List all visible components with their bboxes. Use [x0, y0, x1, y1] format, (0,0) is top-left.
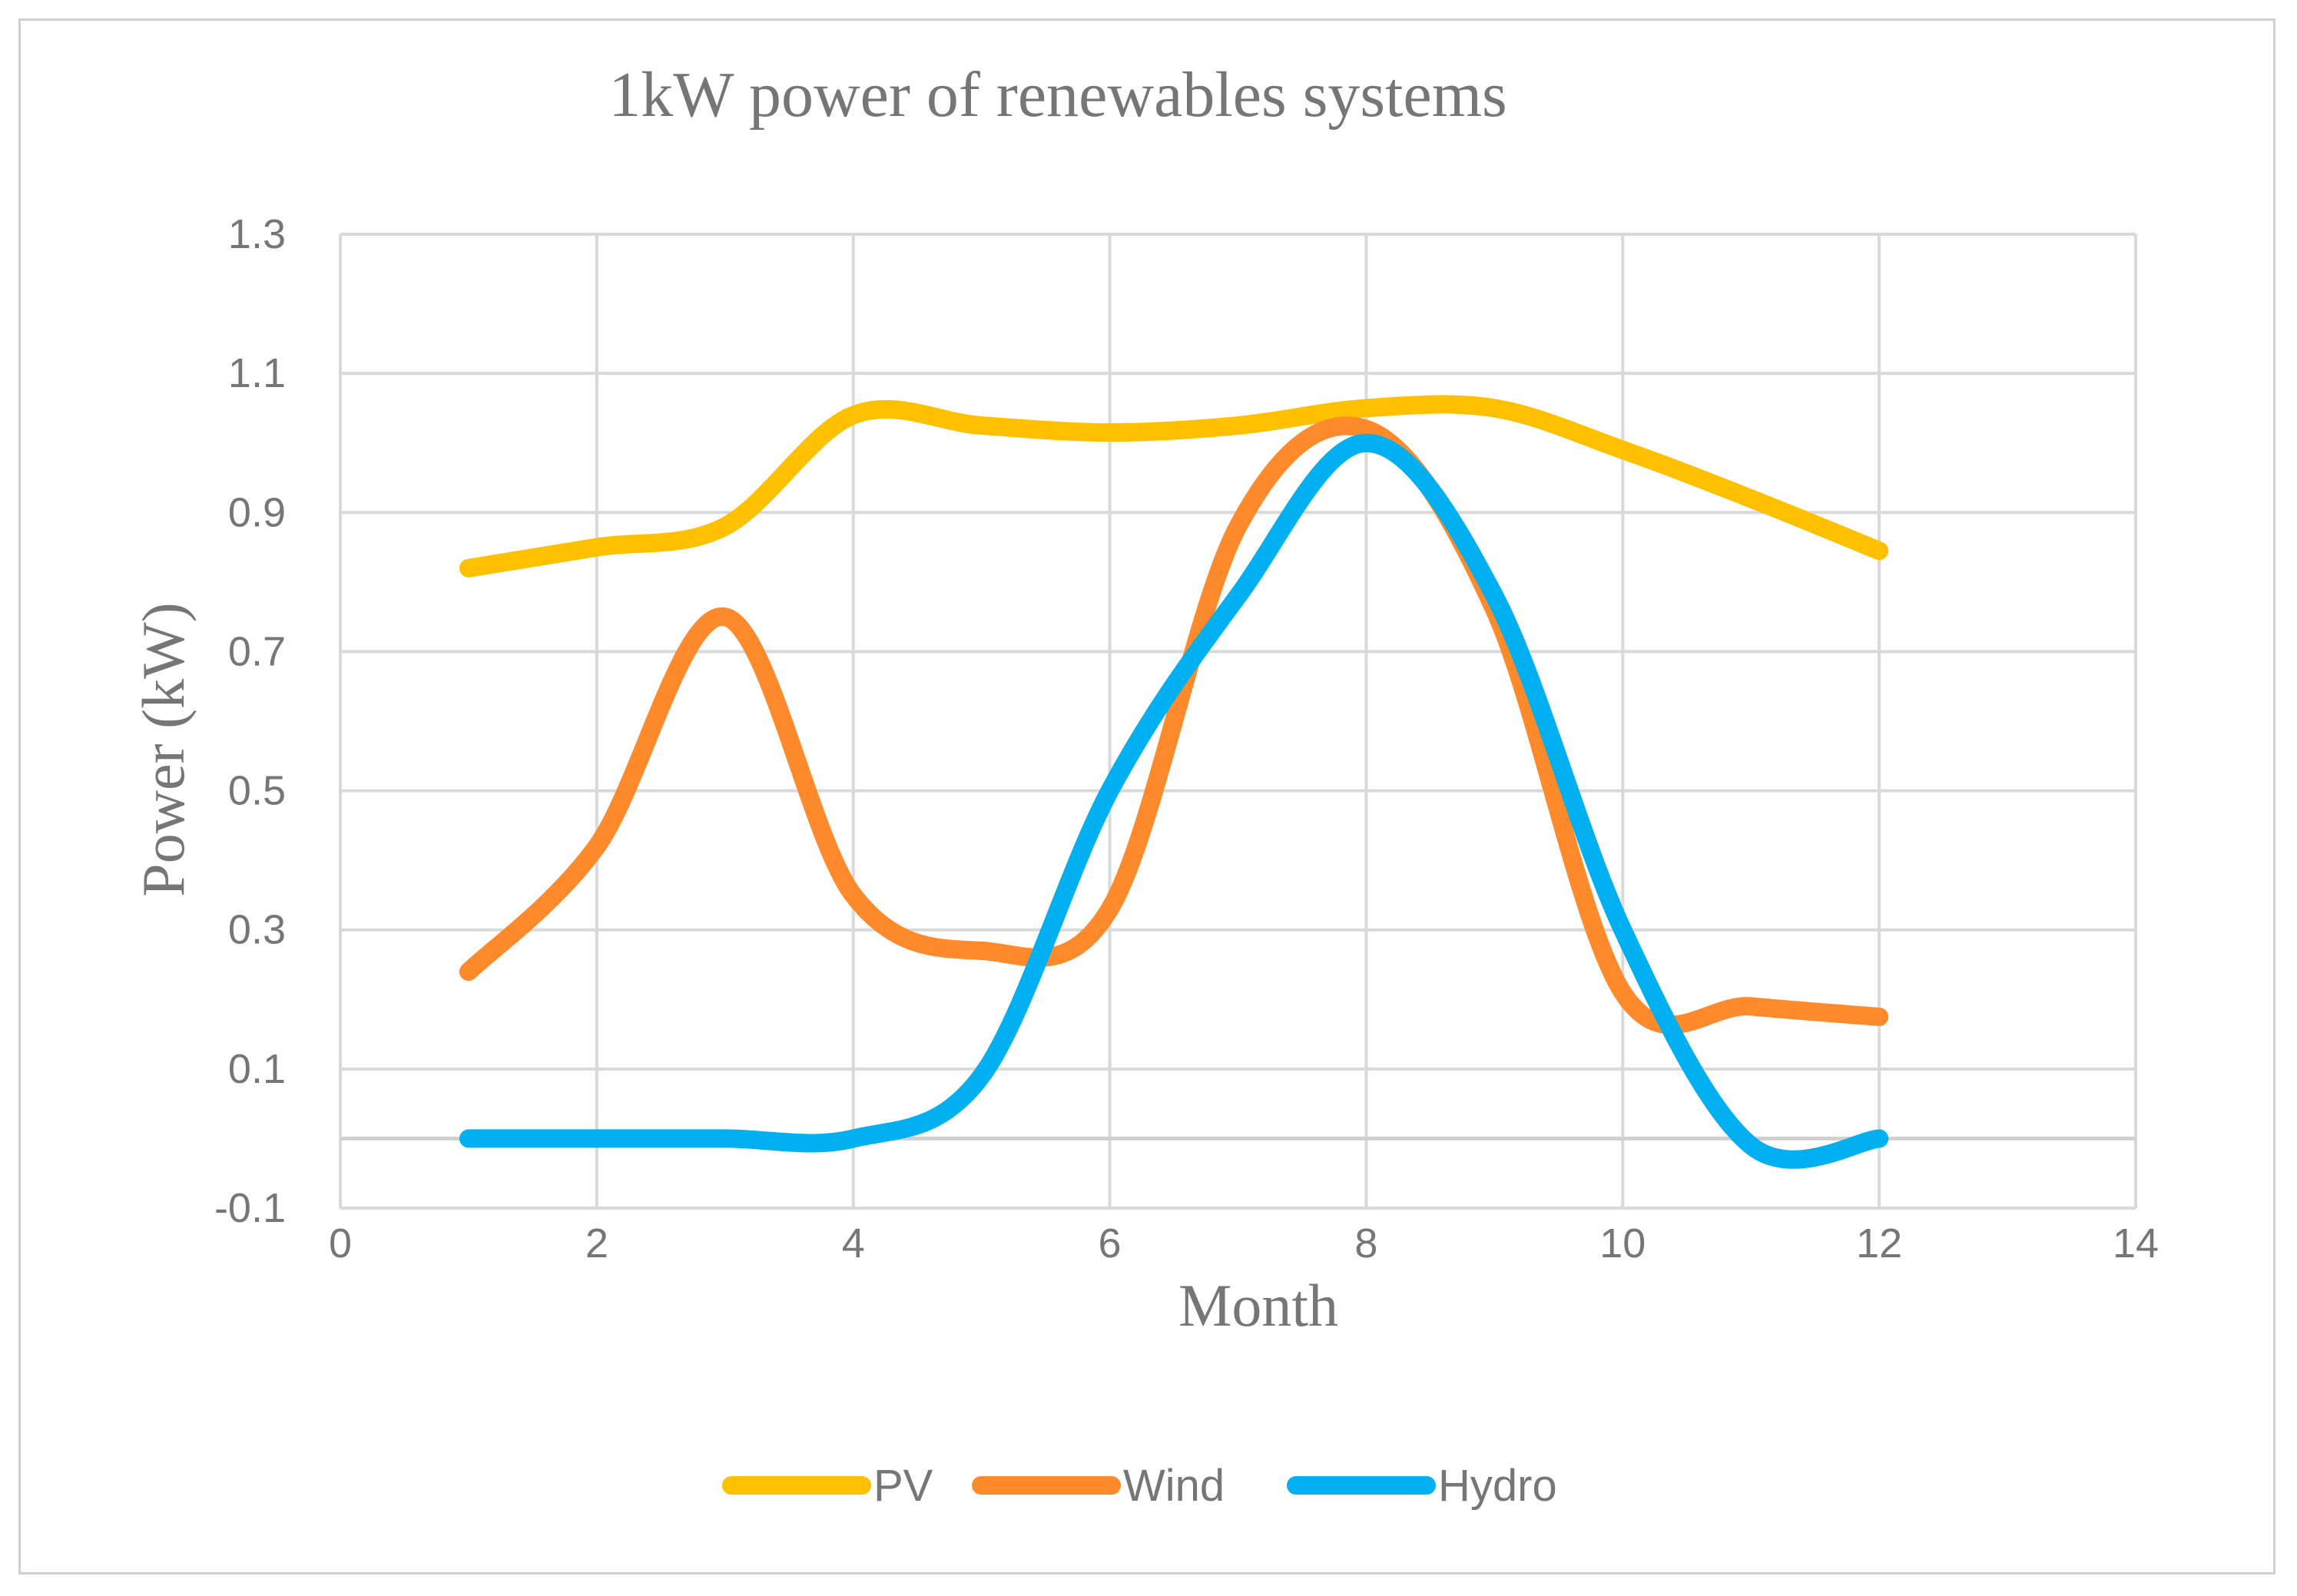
data-point-wind — [979, 949, 984, 953]
tick-layer: -0.1 0.1 0.3 0.5 0.7 0.9 1.1 1.3 0 2 4 6 8 10 12 14 — [214, 211, 2159, 1267]
data-point-hydro — [1748, 1143, 1753, 1147]
y-tick-label: -0.1 — [214, 1185, 286, 1231]
data-point-hydro — [851, 1136, 856, 1141]
data-point-wind — [1108, 907, 1112, 912]
data-point-hydro — [1108, 789, 1112, 793]
y-tick-label: 1.3 — [228, 211, 286, 257]
data-point-pv — [851, 412, 856, 417]
x-tick-label: 4 — [842, 1220, 865, 1267]
grid-layer — [339, 233, 2137, 1210]
data-point-wind — [1236, 524, 1241, 528]
data-point-wind — [1364, 427, 1368, 432]
data-point-hydro — [723, 1136, 728, 1141]
chart-frame: 1kW power of renewables systems -0.1 0.1 0… — [18, 18, 2275, 1574]
data-point-wind — [851, 892, 856, 897]
legend-item-pv: PV — [722, 1461, 933, 1511]
data-point-pv — [595, 545, 599, 550]
data-point-pv — [1748, 496, 1753, 501]
data-point-hydro — [1364, 441, 1368, 445]
data-point-pv — [1364, 406, 1368, 410]
series-line-hydro — [459, 433, 1889, 1169]
legend-label-hydro: Hydro — [1438, 1461, 1557, 1511]
data-point-wind — [466, 969, 471, 974]
data-point-pv — [1492, 406, 1497, 410]
data-point-wind — [595, 844, 599, 849]
data-point-hydro — [1877, 1136, 1881, 1141]
chart-title: 1kW power of renewables systems — [608, 59, 1506, 131]
y-tick-label: 0.7 — [228, 628, 286, 674]
data-point-hydro — [1236, 594, 1241, 598]
x-axis-label: Month — [1178, 1272, 1338, 1339]
chart-svg: 1kW power of renewables systems -0.1 0.1 0… — [130, 59, 2159, 1511]
legend-item-hydro: Hydro — [1287, 1461, 1557, 1511]
data-point-pv — [1236, 423, 1241, 428]
x-tick-label: 12 — [1856, 1220, 1902, 1267]
series-line-wind — [459, 416, 1889, 1035]
legend-item-wind: Wind — [972, 1461, 1225, 1511]
y-tick-label: 1.1 — [228, 350, 286, 396]
data-point-pv — [466, 566, 471, 571]
y-tick-label: 0.1 — [228, 1046, 286, 1092]
x-tick-label: 14 — [2113, 1220, 2159, 1267]
data-point-pv — [723, 524, 728, 528]
data-point-pv — [1877, 548, 1881, 553]
x-tick-label: 10 — [1599, 1220, 1646, 1267]
legend-label-wind: Wind — [1123, 1461, 1225, 1511]
legend-label-pv: PV — [873, 1461, 933, 1511]
series-layer — [459, 395, 1889, 1169]
data-point-pv — [979, 423, 984, 428]
data-point-wind — [1748, 1004, 1753, 1008]
data-point-hydro — [1492, 594, 1497, 598]
data-point-pv — [1620, 448, 1625, 452]
data-point-hydro — [466, 1136, 471, 1141]
series-line-pv — [459, 395, 1889, 578]
x-tick-label: 6 — [1099, 1220, 1122, 1267]
data-point-pv — [1108, 430, 1112, 435]
y-axis-label: Power (kW) — [130, 602, 197, 896]
data-point-hydro — [1620, 928, 1625, 932]
y-tick-label: 0.3 — [228, 907, 286, 953]
data-point-wind — [723, 614, 728, 619]
x-tick-label: 2 — [585, 1220, 608, 1267]
data-point-wind — [1877, 1015, 1881, 1019]
legend: PV Wind Hydro — [722, 1461, 1557, 1511]
data-point-wind — [1620, 990, 1625, 995]
data-point-hydro — [595, 1136, 599, 1141]
data-point-hydro — [979, 1074, 984, 1078]
y-tick-label: 0.5 — [228, 768, 286, 814]
x-tick-label: 8 — [1354, 1220, 1377, 1267]
x-tick-label: 0 — [329, 1220, 352, 1267]
y-tick-label: 0.9 — [228, 489, 286, 535]
